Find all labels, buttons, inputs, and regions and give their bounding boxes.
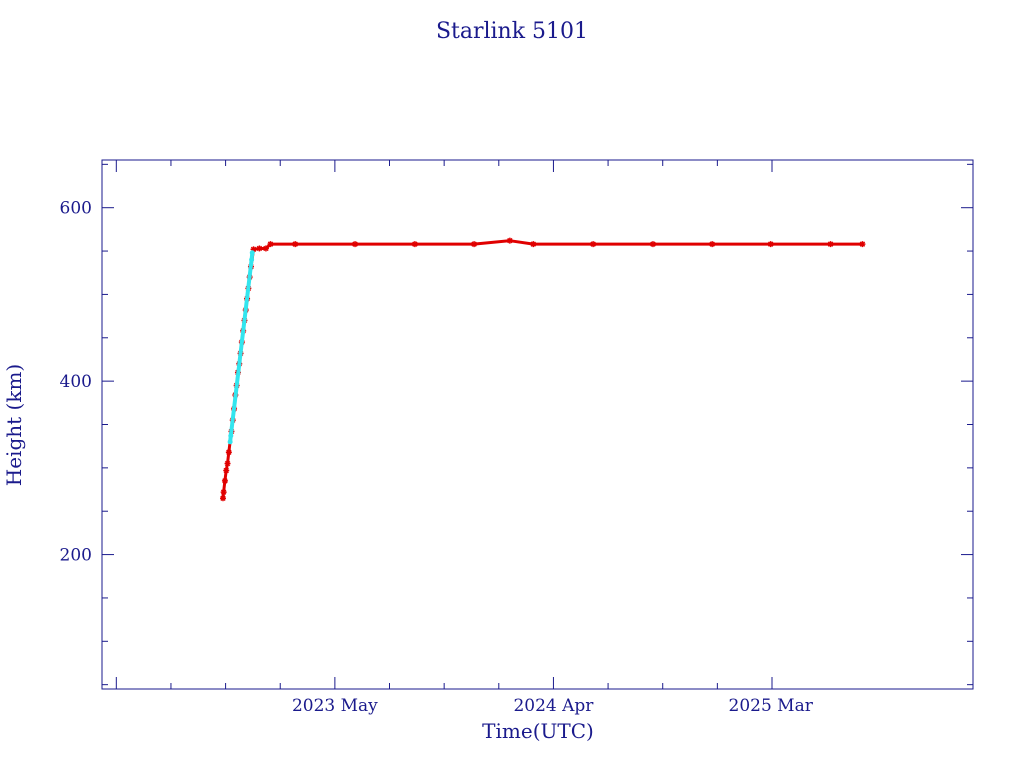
data-point: [411, 241, 418, 248]
data-point: [256, 245, 263, 252]
data-point: [352, 241, 359, 248]
data-point: [249, 250, 255, 256]
y-tick-label: 200: [60, 546, 92, 566]
data-point: [506, 237, 513, 244]
y-axis: 200 400 600: [60, 163, 973, 686]
y-tick-label: 400: [60, 372, 92, 392]
data-point: [228, 433, 234, 439]
data-point: [223, 467, 230, 474]
data-point: [224, 460, 231, 467]
data-point: [292, 241, 299, 248]
data-point: [221, 477, 228, 484]
series-2: [227, 250, 255, 445]
x-tick-label: 2025 Mar: [729, 696, 814, 716]
data-point: [649, 241, 656, 248]
data-point: [249, 257, 255, 263]
y-axis-label: Height (km): [2, 364, 26, 486]
y-tick-label: 600: [60, 199, 92, 219]
data-point: [767, 241, 774, 248]
data-point: [227, 439, 233, 445]
x-tick-label: 2023 May: [292, 696, 378, 716]
chart-title: Starlink 5101: [436, 19, 588, 44]
data-point: [262, 245, 269, 252]
x-axis: 2023 May 2024 Apr 2025 Mar: [115, 160, 814, 716]
data-point: [859, 241, 866, 248]
data-point: [220, 489, 227, 496]
x-axis-label: Time(UTC): [482, 719, 594, 743]
data-point: [219, 495, 226, 502]
data-point: [827, 241, 834, 248]
data-point: [471, 241, 478, 248]
data-point: [709, 241, 716, 248]
series-trace: [228, 252, 255, 443]
data-points: [219, 237, 866, 502]
data-point: [590, 241, 597, 248]
data-point: [225, 449, 232, 456]
series-trace: [221, 239, 863, 499]
series-1: [219, 237, 866, 502]
data-point: [530, 241, 537, 248]
data-point: [267, 241, 274, 248]
x-tick-label: 2024 Apr: [513, 696, 594, 716]
